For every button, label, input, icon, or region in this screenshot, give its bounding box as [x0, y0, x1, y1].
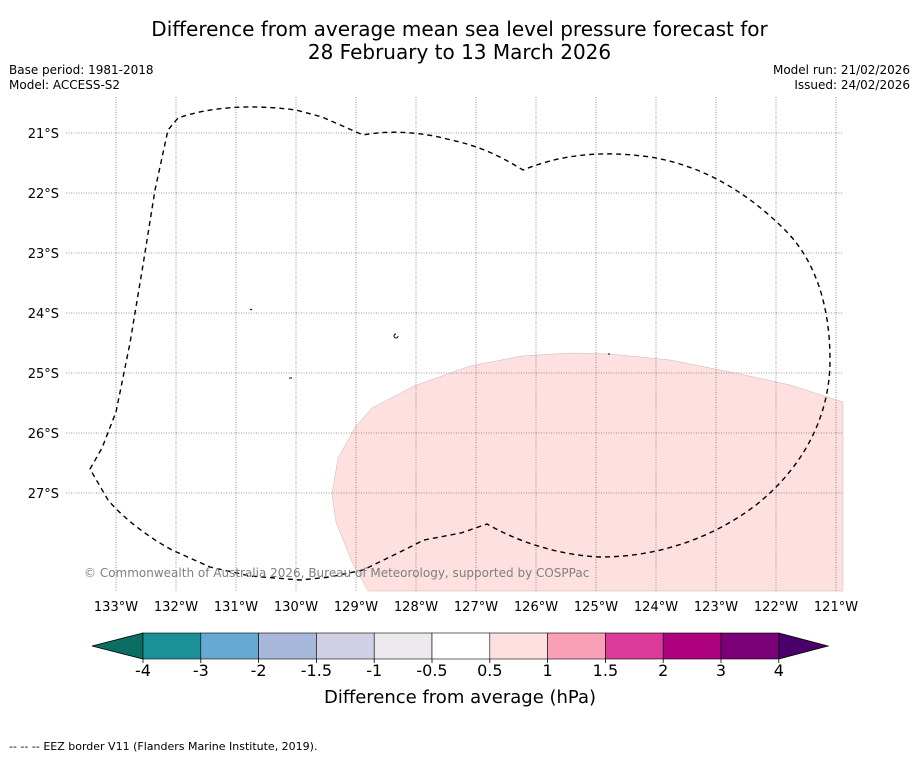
- colorbar-segment: [489, 632, 548, 660]
- footer-legend: -- -- -- EEZ border V11 (Flanders Marine…: [9, 740, 317, 753]
- colorbar-tick-label: 2: [658, 661, 668, 680]
- colorbar-tick-label: 4: [774, 661, 784, 680]
- lon-label: 127°W: [454, 600, 498, 615]
- lon-label: 126°W: [514, 600, 558, 615]
- colorbar-tick-label: -3: [193, 661, 209, 680]
- lon-label: 123°W: [694, 600, 738, 615]
- model-run: Model run: 21/02/2026: [772, 63, 910, 77]
- colorbar-segment: [142, 632, 202, 660]
- colorbar-tick-label: -2: [251, 661, 267, 680]
- island-b: [393, 333, 399, 339]
- eez-legend-symbol: -- -- --: [9, 740, 40, 753]
- longitude-labels: 133°W 132°W 131°W 130°W 129°W 128°W 127°W 126°W…: [94, 600, 858, 615]
- anomaly-region: [331, 352, 844, 592]
- colorbar-tick-label: -4: [135, 661, 151, 680]
- colorbar-tick-label: -0.5: [416, 661, 447, 680]
- colorbar-segment: [547, 632, 606, 660]
- lon-label: 122°W: [754, 600, 798, 615]
- colorbar-tick-label: 0.5: [477, 661, 502, 680]
- lat-label: 22°S: [28, 187, 59, 202]
- lat-label: 27°S: [28, 487, 59, 502]
- map-figure: 21°S22°S23°S24°S25°S26°S27°S 133°W 132°W 1…: [28, 97, 858, 708]
- colorbar-segment: [200, 632, 259, 660]
- lon-label: 125°W: [574, 600, 618, 615]
- chart-title: Difference from average mean sea level p…: [0, 18, 919, 64]
- colorbar-segment: [373, 632, 433, 660]
- colorbar-tick-label: 1: [543, 661, 553, 680]
- lon-label: 130°W: [274, 600, 318, 615]
- colorbar-tick-label: -1: [366, 661, 382, 680]
- title-line-1: Difference from average mean sea level p…: [151, 17, 768, 41]
- copyright-notice: © Commonwealth of Australia 2026, Bureau…: [84, 566, 589, 580]
- lon-label: 128°W: [394, 600, 438, 615]
- colorbar: -4 -3 -2 -1.5 -1 -0.5 0.5 1 1.5 2 3 4: [91, 632, 830, 680]
- colorbar-tick-label: 3: [716, 661, 726, 680]
- lon-label: 133°W: [94, 600, 138, 615]
- colorbar-extend-low: [91, 632, 144, 660]
- lon-label: 131°W: [214, 600, 258, 615]
- issued-date: Issued: 24/02/2026: [794, 78, 910, 92]
- island-a: [249, 308, 253, 311]
- colorbar-title: Difference from average (hPa): [324, 687, 596, 708]
- colorbar-segment: [258, 632, 317, 660]
- lat-label: 21°S: [28, 127, 59, 142]
- islands: [249, 308, 610, 379]
- colorbar-segment: [662, 632, 722, 660]
- lat-label: 24°S: [28, 307, 59, 322]
- colorbar-segment: [605, 632, 664, 660]
- lat-label: 25°S: [28, 367, 59, 382]
- meta-left: Base period: 1981-2018 Model: ACCESS-S2: [9, 63, 154, 93]
- colorbar-tick-label: -1.5: [301, 661, 332, 680]
- base-period: Base period: 1981-2018: [9, 63, 154, 77]
- meta-right: Model run: 21/02/2026 Issued: 24/02/2026: [773, 63, 910, 93]
- colorbar-extend-high: [778, 632, 830, 660]
- latitude-labels: 21°S 22°S 23°S 24°S 25°S 26°S 27°S: [28, 127, 59, 502]
- colorbar-segment: [316, 632, 375, 660]
- eez-border: [89, 106, 831, 581]
- lon-label: 121°W: [814, 600, 858, 615]
- colorbar-segment: [431, 632, 491, 660]
- colorbar-segment: [720, 632, 780, 660]
- colorbar-tick-label: 1.5: [593, 661, 618, 680]
- lat-label: 23°S: [28, 247, 59, 262]
- title-line-2: 28 February to 13 March 2026: [307, 40, 612, 64]
- lon-label: 124°W: [634, 600, 678, 615]
- lon-label: 132°W: [154, 600, 198, 615]
- lon-label: 129°W: [334, 600, 378, 615]
- eez-legend-text: EEZ border V11 (Flanders Marine Institut…: [43, 740, 318, 753]
- graticule: [66, 97, 843, 591]
- model-name: Model: ACCESS-S2: [9, 78, 121, 92]
- lat-label: 26°S: [28, 427, 59, 442]
